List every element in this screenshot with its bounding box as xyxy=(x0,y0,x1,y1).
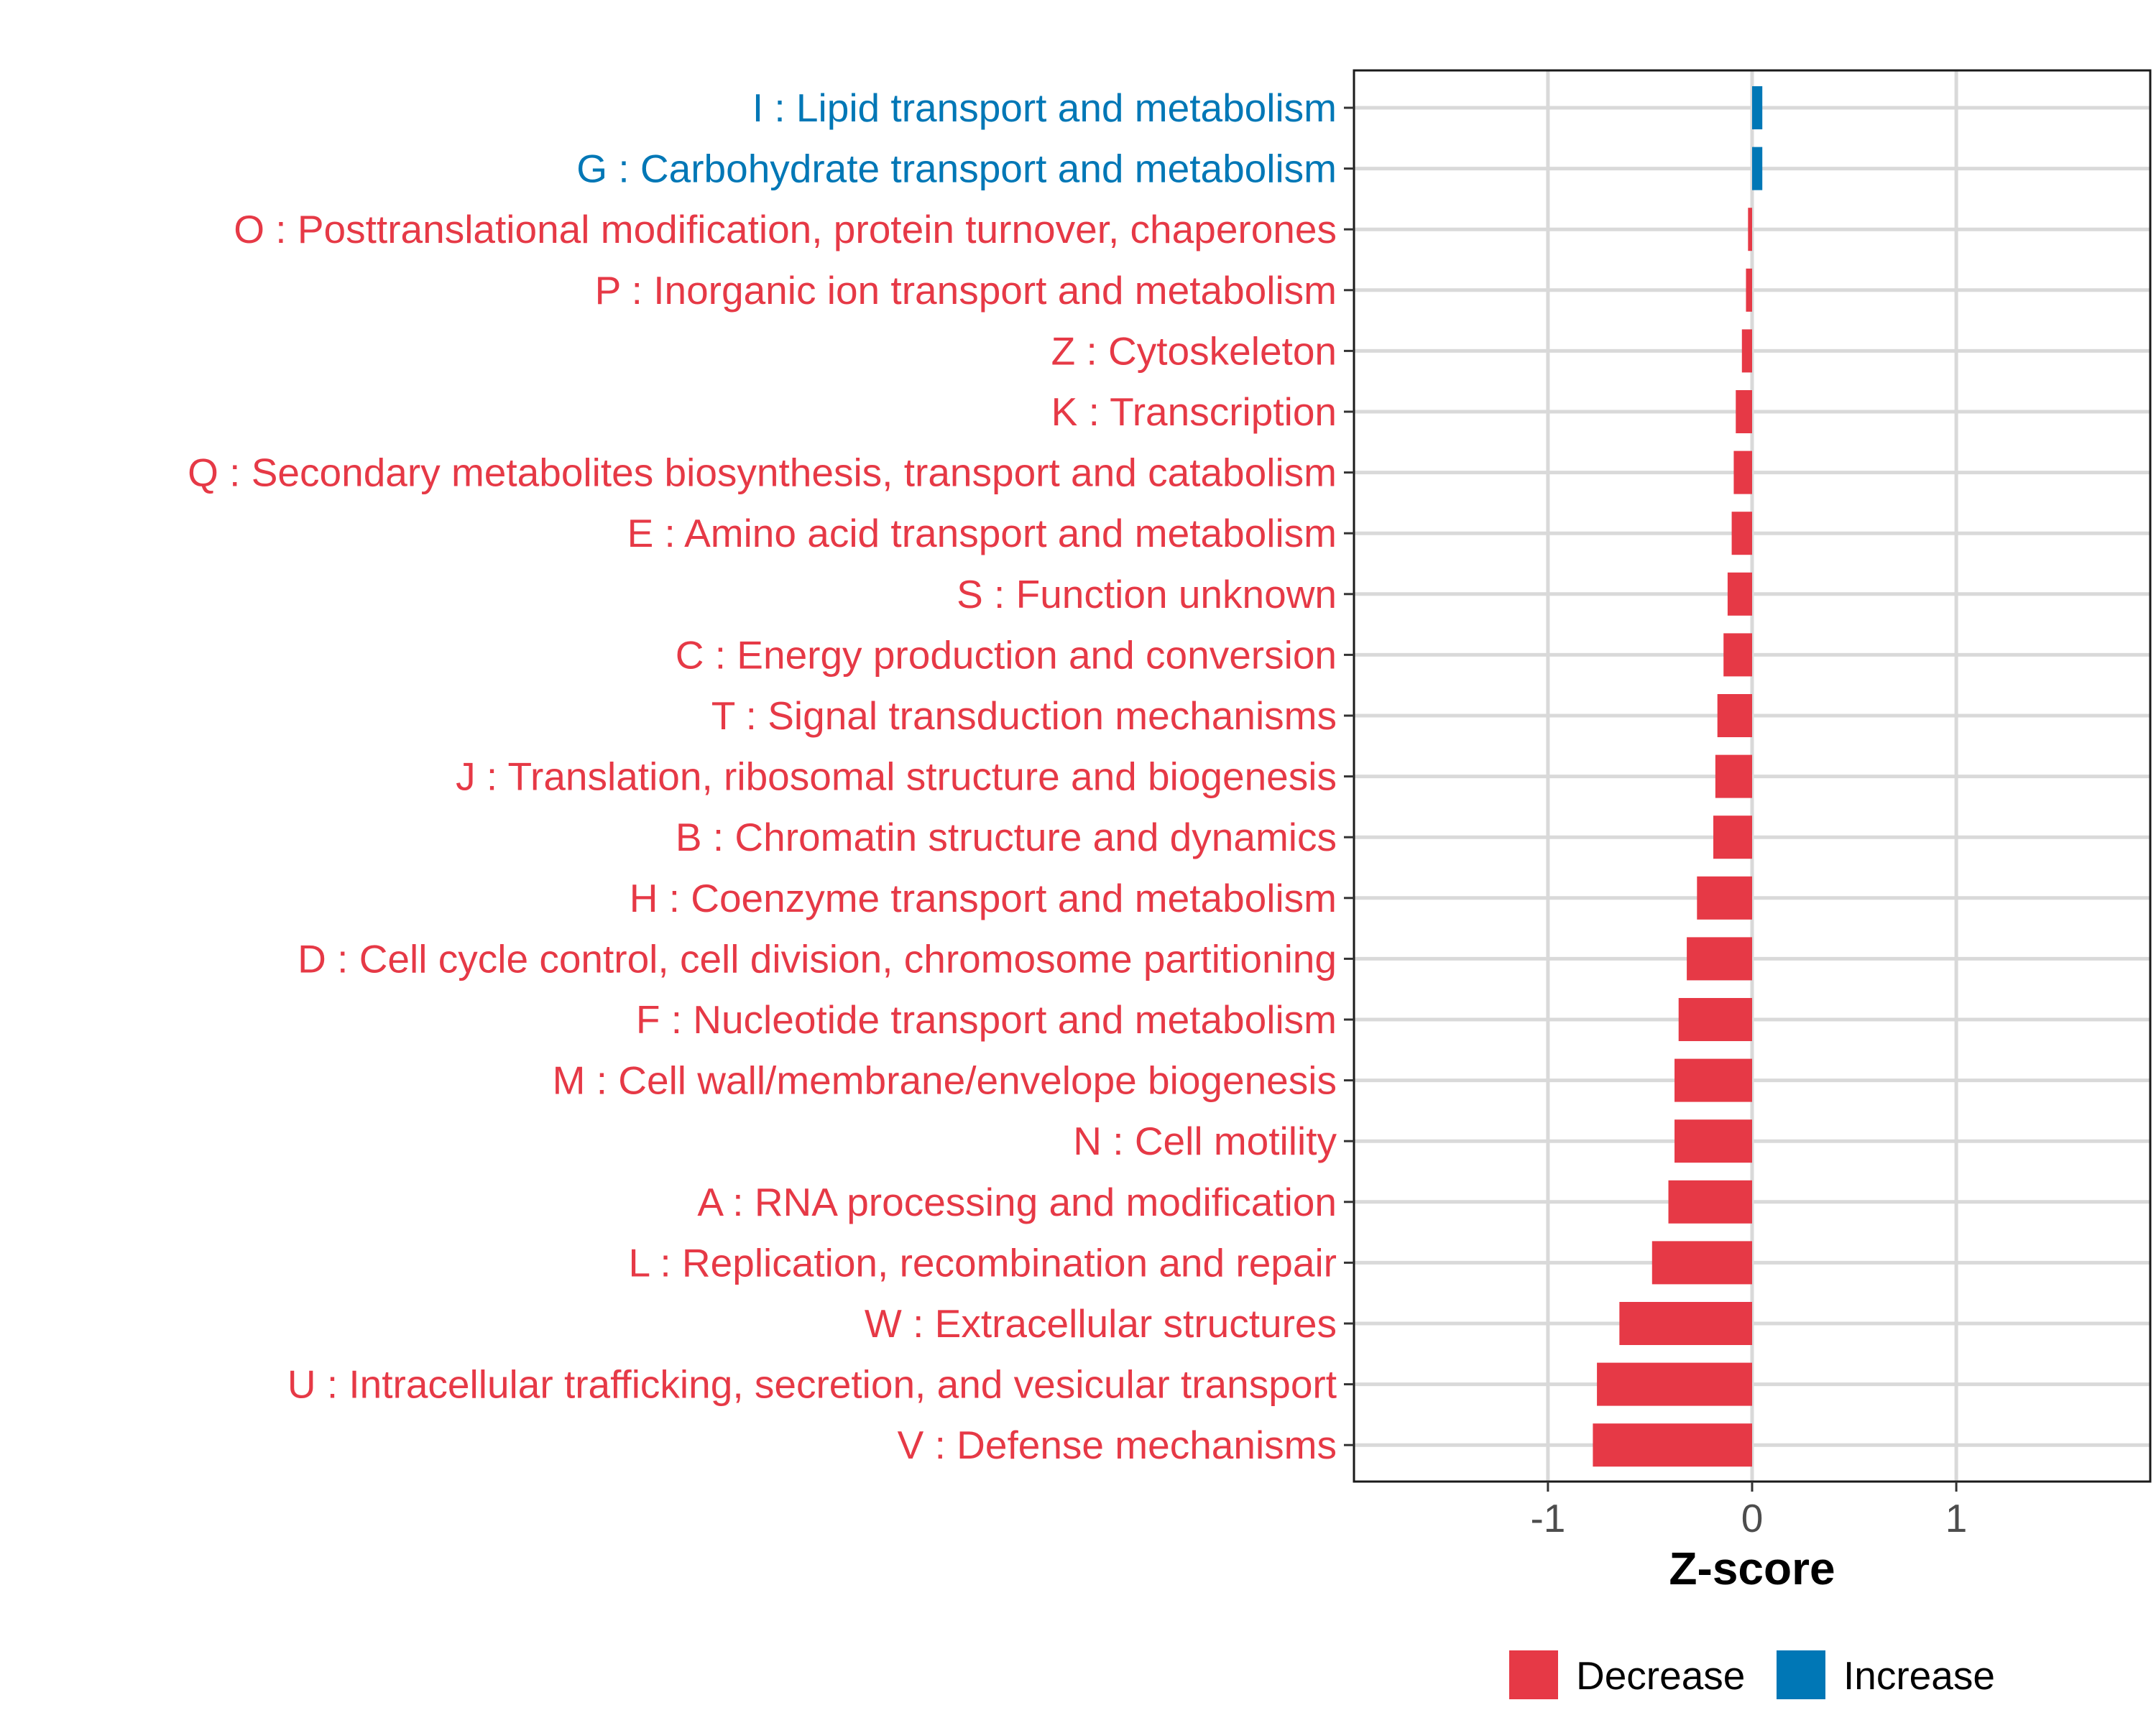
bar xyxy=(1748,208,1752,251)
y-tick-label: L : Replication, recombination and repai… xyxy=(629,1240,1337,1285)
bar xyxy=(1717,694,1752,737)
bar xyxy=(1752,147,1763,190)
y-tick-label: H : Coenzyme transport and metabolism xyxy=(630,876,1337,920)
bar xyxy=(1697,876,1752,920)
y-tick-label: I : Lipid transport and metabolism xyxy=(752,86,1337,130)
bar xyxy=(1651,1241,1752,1285)
bar xyxy=(1713,816,1752,859)
x-axis: -1 0 1 xyxy=(1530,1482,1967,1540)
y-tick-label: T : Signal transduction mechanisms xyxy=(711,693,1337,738)
y-tick-label: E : Amino acid transport and metabolism xyxy=(627,511,1337,555)
y-tick-label: D : Cell cycle control, cell division, c… xyxy=(298,936,1337,981)
y-tick-label: C : Energy production and conversion xyxy=(676,632,1337,677)
y-tick-label: U : Intracellular trafficking, secretion… xyxy=(287,1362,1337,1407)
y-tick-label: J : Translation, ribosomal structure and… xyxy=(456,754,1337,799)
bar xyxy=(1736,390,1752,433)
bar xyxy=(1723,633,1752,677)
bar xyxy=(1674,1058,1752,1102)
y-tick-label: G : Carbohydrate transport and metabolis… xyxy=(576,147,1337,191)
y-tick-label: Q : Secondary metabolites biosynthesis, … xyxy=(188,451,1337,495)
y-tick-label: B : Chromatin structure and dynamics xyxy=(676,815,1337,859)
x-tick-label: 0 xyxy=(1741,1496,1764,1540)
bar xyxy=(1731,512,1752,555)
bar xyxy=(1668,1180,1752,1224)
y-tick-label: F : Nucleotide transport and metabolism xyxy=(636,997,1337,1042)
bar xyxy=(1619,1302,1752,1345)
y-tick-label: N : Cell motility xyxy=(1073,1119,1337,1163)
bar xyxy=(1597,1362,1752,1406)
bar xyxy=(1593,1423,1752,1467)
y-tick-label: V : Defense mechanisms xyxy=(898,1423,1337,1467)
bar xyxy=(1687,937,1752,981)
y-tick-label: M : Cell wall/membrane/envelope biogenes… xyxy=(553,1058,1337,1103)
bar xyxy=(1741,329,1752,373)
y-axis: I : Lipid transport and metabolism G : Ca… xyxy=(188,86,1354,1467)
y-tick-label: Z : Cytoskeleton xyxy=(1051,328,1337,373)
legend-label-decrease: Decrease xyxy=(1576,1653,1745,1698)
y-tick-label: K : Transcription xyxy=(1051,389,1337,434)
bar xyxy=(1752,86,1763,129)
legend-swatch-decrease xyxy=(1509,1650,1558,1699)
legend-label-increase: Increase xyxy=(1843,1653,1995,1698)
legend-swatch-increase xyxy=(1777,1650,1825,1699)
bar xyxy=(1746,268,1752,312)
y-tick-label: W : Extracellular structures xyxy=(865,1301,1337,1346)
x-tick-label: -1 xyxy=(1530,1496,1565,1540)
y-tick-label: O : Posttranslational modification, prot… xyxy=(234,207,1337,251)
y-tick-label: P : Inorganic ion transport and metaboli… xyxy=(595,268,1337,313)
x-tick-label: 1 xyxy=(1945,1496,1968,1540)
bar xyxy=(1715,754,1752,798)
x-axis-title: Z-score xyxy=(1669,1543,1835,1594)
bar-layer xyxy=(1593,86,1763,1467)
bar xyxy=(1733,451,1752,494)
bar xyxy=(1674,1119,1752,1163)
bar xyxy=(1727,572,1752,616)
legend: Decrease Increase xyxy=(1509,1650,1995,1699)
y-tick-label: S : Function unknown xyxy=(957,572,1337,616)
bar xyxy=(1678,998,1752,1041)
y-tick-label: A : RNA processing and modification xyxy=(697,1180,1337,1224)
